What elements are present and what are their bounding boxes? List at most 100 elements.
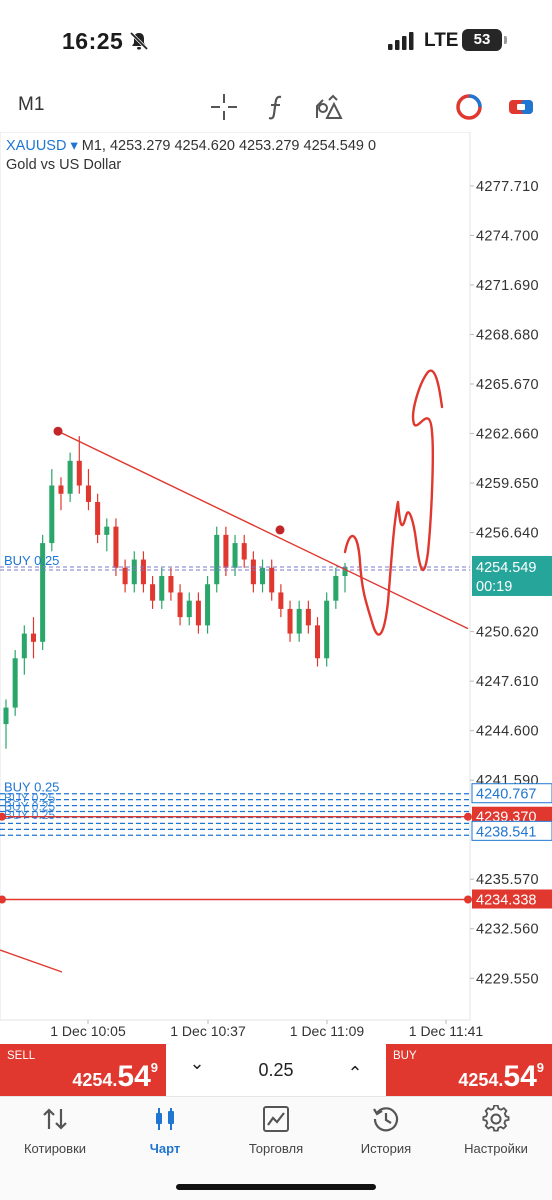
buy-button[interactable]: BUY 4254.549	[386, 1044, 552, 1096]
candle-body	[195, 600, 201, 626]
y-tick-label: 4250.620	[476, 625, 539, 641]
network-label: LTE	[424, 30, 459, 51]
y-tick-label: 4229.550	[476, 971, 539, 987]
candle-body	[168, 576, 174, 593]
candle-body	[205, 584, 211, 626]
y-tick-label: 4244.600	[476, 724, 539, 740]
candle-body	[30, 633, 37, 642]
candle-body	[314, 625, 321, 659]
volume-value[interactable]: 0.25	[258, 1060, 294, 1080]
bell-muted-icon	[129, 31, 149, 51]
candle-body	[232, 543, 238, 568]
buy-stack-label: BUY 0.25	[4, 808, 55, 822]
candle-body	[186, 600, 192, 618]
nav-settings-label: Настройки	[464, 1141, 528, 1156]
ohlc-values: M1, 4253.279 4254.620 4253.279 4254.549 …	[81, 138, 377, 154]
y-tick-label: 4265.670	[476, 377, 539, 393]
signal-icon	[388, 32, 414, 50]
candle-body	[177, 592, 183, 618]
trendline-secondary	[0, 949, 63, 973]
x-tick-label: 1 Dec 11:41	[409, 1023, 484, 1039]
y-tick-label: 4235.570	[476, 872, 539, 888]
y-tick-label: 4277.710	[476, 179, 539, 195]
candle-body	[333, 576, 339, 601]
nav-quotes[interactable]: Котировки	[0, 1105, 110, 1165]
buy-stack-label: BUY 0.25	[4, 791, 55, 805]
candle-body	[140, 559, 146, 585]
candle-body	[305, 608, 311, 626]
candle-body	[287, 608, 293, 634]
nav-settings[interactable]: Настройки	[441, 1105, 551, 1165]
stop-loss-marker	[464, 895, 472, 904]
bottom-navigation: Котировки Чарт Торговля История Настройк…	[0, 1096, 552, 1200]
nav-chart[interactable]: Чарт	[110, 1105, 220, 1165]
candle-body	[250, 559, 256, 585]
candle-body	[131, 559, 137, 585]
buy-price-big: 54	[503, 1060, 537, 1093]
buy-stack-label: BUY 0.25	[4, 780, 59, 795]
symbol-description: Gold vs US Dollar	[6, 157, 122, 173]
current-price-value: 4254.549	[476, 560, 536, 576]
price-chart[interactable]: 4277.710 4274.700 4271.690 4268.680 4265.670…	[0, 132, 552, 1042]
position-marker	[0, 812, 6, 821]
trade-signal-icon[interactable]	[454, 92, 484, 122]
candle-body	[150, 584, 156, 601]
home-indicator	[176, 1184, 376, 1190]
nav-history[interactable]: История	[331, 1105, 441, 1165]
chart-area[interactable]: 4277.710 4274.700 4271.690 4268.680 4265.670…	[0, 132, 552, 1042]
candle-body	[278, 592, 284, 609]
nav-trade[interactable]: Торговля	[221, 1105, 331, 1165]
candle-body	[67, 460, 73, 494]
volume-panel: ⌄ 0.25 ⌃	[166, 1044, 386, 1096]
candle-body	[49, 485, 55, 544]
symbol-caret-icon[interactable]: ▾	[70, 138, 78, 154]
x-tick-label: 1 Dec 10:37	[170, 1023, 246, 1039]
sell-label: SELL	[7, 1050, 36, 1062]
candle-body	[104, 526, 110, 535]
candle-body	[58, 485, 64, 494]
battery-tip	[504, 36, 507, 44]
status-time: 16:25	[62, 28, 124, 54]
sell-button[interactable]: SELL 4254.549	[0, 1044, 166, 1096]
sell-price-big: 54	[117, 1060, 151, 1093]
drawing-objects-icon[interactable]	[313, 92, 343, 122]
sell-price: 4254.549	[72, 1060, 158, 1094]
volume-increase-button[interactable]: ⌃	[347, 1063, 363, 1083]
gear-icon	[482, 1105, 510, 1132]
level-tag	[471, 783, 552, 804]
position-marker	[464, 812, 472, 821]
candle-body	[122, 567, 128, 585]
crosshair-icon[interactable]	[209, 92, 239, 122]
buy-label: BUY	[393, 1050, 417, 1062]
candle-body	[342, 566, 348, 576]
indicators-icon[interactable]	[262, 92, 292, 122]
symbol-name[interactable]: XAUUSD	[6, 138, 67, 154]
buy-line-label: BUY 0.25	[4, 553, 59, 568]
one-click-trading-icon[interactable]	[506, 92, 536, 122]
y-tick-label: 4232.560	[476, 922, 539, 938]
volume-decrease-button[interactable]: ⌄	[189, 1053, 205, 1073]
candle-body	[113, 526, 119, 568]
candle-body	[269, 567, 275, 593]
chart-toolbar: M1	[0, 84, 552, 132]
drawn-projection-path	[343, 369, 444, 636]
candle-body	[241, 543, 247, 560]
sell-price-sup: 9	[150, 1060, 158, 1075]
nav-history-label: История	[360, 1141, 412, 1156]
status-bar: 16:25 LTE 53	[0, 0, 552, 84]
symbol-info: XAUUSD ▾ M1, 4253.279 4254.620 4253.279 …	[6, 138, 376, 154]
candle-body	[214, 534, 220, 585]
timeframe-selector[interactable]: M1	[18, 94, 45, 115]
candle-body	[12, 658, 18, 708]
x-tick-label: 1 Dec 11:09	[290, 1023, 365, 1039]
candle-body	[324, 600, 330, 659]
sell-price-main: 4254.	[72, 1070, 118, 1090]
buy-price: 4254.549	[458, 1060, 544, 1094]
trade-graph-icon	[263, 1106, 289, 1132]
buy-stack-label: BUY 0.25	[4, 800, 55, 814]
level-value: 4234.338	[476, 892, 536, 908]
y-tick-label: 4274.700	[476, 228, 539, 244]
level-tag	[472, 889, 552, 909]
candle-body	[3, 707, 9, 725]
candle-body	[85, 485, 91, 502]
